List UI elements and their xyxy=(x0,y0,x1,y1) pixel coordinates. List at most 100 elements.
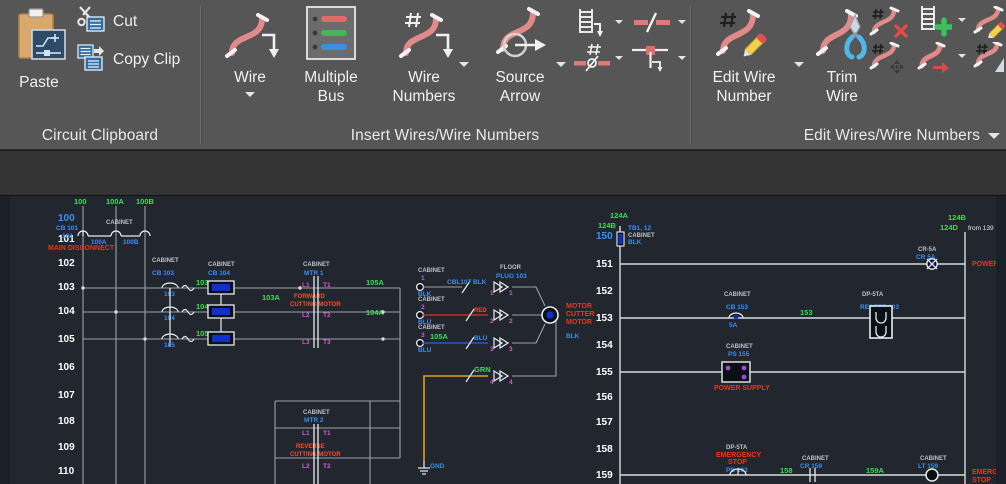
svg-text:BLK: BLK xyxy=(566,333,580,340)
svg-text:153: 153 xyxy=(800,308,813,317)
cut-button[interactable]: Cut xyxy=(76,4,137,39)
chevron-down-icon[interactable] xyxy=(556,62,566,67)
move-wire-number-button[interactable] xyxy=(868,41,910,79)
svg-text:CR 5A: CR 5A xyxy=(916,254,936,261)
svg-text:CUTTING MOTOR: CUTTING MOTOR xyxy=(290,302,341,308)
svg-text:CUTTING MOTOR: CUTTING MOTOR xyxy=(290,452,341,458)
chevron-down-icon[interactable] xyxy=(245,92,255,97)
svg-text:EMERGENCY: EMERGENCY xyxy=(972,469,1006,476)
svg-text:103: 103 xyxy=(196,278,209,287)
svg-text:105: 105 xyxy=(196,329,209,338)
chevron-down-icon[interactable] xyxy=(459,62,469,67)
svg-text:3: 3 xyxy=(421,332,425,339)
svg-text:155: 155 xyxy=(596,367,613,378)
svg-text:4: 4 xyxy=(490,379,494,386)
trim-wire-button[interactable]: Trim Wire xyxy=(806,5,878,106)
multiple-bus-button[interactable]: Multiple Bus xyxy=(290,5,372,106)
panel-expand-chevron-icon[interactable] xyxy=(988,132,1000,139)
copy-clip-icon xyxy=(76,42,106,77)
svg-text:T2: T2 xyxy=(323,463,331,470)
trim-wire-pliers-icon xyxy=(811,5,873,68)
copy-clip-button[interactable]: Copy Clip xyxy=(76,42,180,77)
wire-number-inline-icon xyxy=(574,43,610,72)
svg-text:100A: 100A xyxy=(106,197,125,206)
wire-gap-icon xyxy=(634,12,670,33)
svg-text:RED: RED xyxy=(474,308,487,314)
svg-text:TB1, 12: TB1, 12 xyxy=(628,225,652,232)
svg-text:CABINET: CABINET xyxy=(106,220,133,226)
svg-text:DP-5TA: DP-5TA xyxy=(726,445,748,451)
svg-text:STOP: STOP xyxy=(728,459,747,466)
svg-text:104A: 104A xyxy=(366,308,385,317)
svg-text:BLU: BLU xyxy=(418,347,432,354)
svg-text:T1: T1 xyxy=(323,430,331,437)
svg-text:2: 2 xyxy=(421,304,425,311)
canvas-right-edge xyxy=(996,196,1006,484)
svg-text:GRN: GRN xyxy=(474,365,491,374)
svg-text:3: 3 xyxy=(509,346,513,353)
svg-text:CR 159: CR 159 xyxy=(800,463,822,470)
svg-text:CABINET: CABINET xyxy=(152,258,179,264)
svg-text:from 139: from 139 xyxy=(968,225,994,232)
svg-text:CR-5A: CR-5A xyxy=(918,247,937,253)
cut-button-label: Cut xyxy=(113,12,138,30)
flip-wire-number-button[interactable] xyxy=(916,41,954,79)
svg-text:105A: 105A xyxy=(430,332,449,341)
multiple-bus-button-label: Multiple Bus xyxy=(304,69,358,105)
svg-text:159A: 159A xyxy=(866,466,885,475)
svg-text:CABINET: CABINET xyxy=(303,262,330,268)
svg-text:1: 1 xyxy=(421,275,425,282)
chevron-down-icon[interactable] xyxy=(678,56,686,60)
paste-button[interactable]: Paste xyxy=(6,6,72,92)
svg-text:CABINET: CABINET xyxy=(418,325,445,331)
edit-wire-number-button[interactable]: Edit Wire Number xyxy=(698,5,790,106)
wire-numbers-button[interactable]: Wire Numbers xyxy=(376,5,472,106)
wire-number-angle-icon xyxy=(973,40,1004,72)
svg-text:159: 159 xyxy=(596,470,613,481)
insert-tee-button[interactable] xyxy=(630,40,674,79)
svg-text:100A: 100A xyxy=(91,239,107,246)
svg-text:PB 103: PB 103 xyxy=(726,467,748,474)
chevron-down-icon[interactable] xyxy=(678,20,686,24)
svg-text:STOP: STOP xyxy=(972,477,991,484)
svg-text:BLK: BLK xyxy=(628,239,642,246)
svg-text:124A: 124A xyxy=(610,211,629,220)
svg-text:100: 100 xyxy=(58,213,75,224)
wire-button[interactable]: Wire xyxy=(214,5,286,97)
chevron-down-icon[interactable] xyxy=(615,56,623,60)
svg-text:1: 1 xyxy=(509,290,513,297)
svg-text:5A: 5A xyxy=(729,322,738,329)
delete-wire-number-button[interactable] xyxy=(868,6,910,43)
chevron-down-icon[interactable] xyxy=(958,54,966,58)
wire-number-inline-button[interactable] xyxy=(572,42,612,79)
chevron-down-icon[interactable] xyxy=(615,20,623,24)
svg-text:151: 151 xyxy=(596,259,613,270)
chevron-down-icon[interactable] xyxy=(794,62,804,67)
chevron-down-icon[interactable] xyxy=(958,18,966,22)
svg-text:107: 107 xyxy=(58,390,75,401)
edit-wire-number-icon xyxy=(709,5,779,68)
svg-text:BLU: BLU xyxy=(418,319,432,326)
wire-number-angle-button[interactable] xyxy=(973,40,1006,79)
add-rung-button[interactable] xyxy=(916,4,954,43)
svg-text:REVERSE: REVERSE xyxy=(296,444,325,450)
insert-ladder-button[interactable] xyxy=(572,6,608,45)
svg-text:L2: L2 xyxy=(302,463,310,470)
edit-wire-number-small-button[interactable] xyxy=(973,5,1006,43)
source-arrow-button[interactable]: Source Arrow xyxy=(478,5,562,106)
svg-text:CB 153: CB 153 xyxy=(726,304,748,311)
svg-text:EMERGENCY: EMERGENCY xyxy=(716,452,761,459)
wire-icon xyxy=(218,5,282,68)
drawing-canvas[interactable]: .ln { fill:#ffffff; font-family:"Liberat… xyxy=(0,196,1006,484)
panel-title-edit-wires: Edit Wires/Wire Numbers xyxy=(690,121,1006,150)
copy-clip-button-label: Copy Clip xyxy=(113,50,181,68)
svg-text:CABINET: CABINET xyxy=(802,456,829,462)
svg-text:L1: L1 xyxy=(302,430,310,437)
svg-text:FORWARD: FORWARD xyxy=(294,294,326,300)
wire-gap-button[interactable] xyxy=(632,9,672,42)
ladder-add-rung-icon xyxy=(921,6,954,37)
svg-text:CB 103: CB 103 xyxy=(152,270,174,277)
svg-text:153: 153 xyxy=(596,313,613,324)
svg-text:158: 158 xyxy=(780,466,793,475)
svg-text:109: 109 xyxy=(58,442,75,453)
